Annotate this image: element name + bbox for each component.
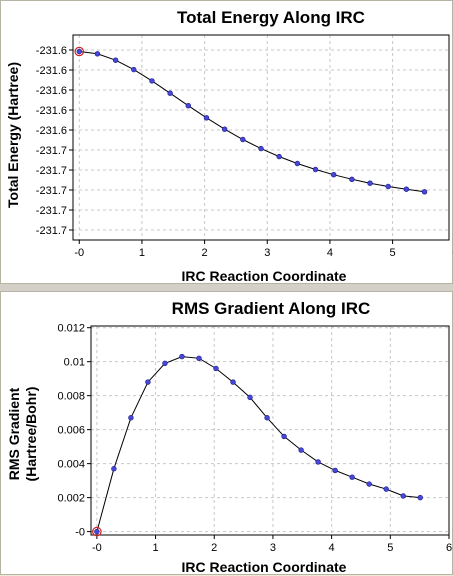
data-point [298,447,304,453]
x-tick-label: 2 [211,542,217,554]
data-point [213,365,219,372]
data-point [385,183,391,190]
data-point [417,494,423,501]
data-point [366,481,372,487]
energy-chart-panel: Total Energy Along IRC IRC Reaction Coor… [0,0,453,284]
y-tick-label: -231.6 [36,125,67,137]
y-tick-label: 0.012 [57,323,85,335]
data-point [315,459,321,465]
x-tick-label: 2 [202,247,208,259]
data-point [196,355,202,361]
energy-chart: Total Energy Along IRC IRC Reaction Coor… [5,8,453,284]
y-tick-label: -231.6 [36,105,67,117]
y-axis-label-line-2: (Hartree/Bohr) [23,387,39,482]
x-tick-label: 1 [139,247,145,259]
data-point [162,360,168,367]
data-point [131,66,137,73]
plot-area [90,325,450,536]
data-point [240,136,246,143]
x-tick-label: 3 [270,542,276,554]
y-tick-label: -231.6 [36,65,67,77]
panel-divider [0,284,453,291]
highlighted-point-marker [92,526,102,537]
y-tick-label: -231.7 [36,165,67,177]
data-point [149,78,155,84]
data-point [332,467,338,474]
chart-title: RMS Gradient Along IRC [172,299,371,318]
y-tick-label: 0.008 [57,391,85,403]
data-point [367,180,373,186]
data-point [383,486,389,492]
data-point [76,48,82,55]
x-tick-label: 5 [390,247,396,259]
data-point [349,176,355,183]
x-tick-label: 3 [264,247,270,259]
y-tick-label: -231.7 [36,145,67,157]
y-tick-label: -231.7 [36,185,67,197]
highlighted-point-marker [74,46,85,57]
data-point [247,394,253,401]
data-point [312,166,319,173]
x-tick-label: 4 [329,542,335,554]
chart-title: Total Energy Along IRC [177,8,365,27]
data-point [258,145,264,152]
x-tick-label: -0 [74,247,84,259]
y-tick-label: -231.6 [36,45,67,57]
data-point [185,102,192,109]
data-point [112,57,119,63]
gradient-chart-panel: RMS Gradient Along IRC IRC Reaction Coor… [0,291,453,575]
y-tick-label: 0.004 [57,459,85,471]
data-point [330,172,337,178]
y-tick-label: -231.7 [36,225,67,237]
data-point [203,115,210,121]
x-tick-label: 1 [152,542,158,554]
data-point [276,153,282,160]
data-point [94,528,100,535]
data-point [294,160,301,167]
data-point [400,493,406,499]
data-point [264,415,270,421]
data-point [94,51,101,57]
y-tick-label: 0.002 [57,493,85,505]
plot-border [90,325,450,536]
data-point [111,466,117,472]
data-point [221,126,228,132]
data-point [281,433,287,440]
data-point [403,186,410,192]
plot-border [72,34,450,241]
y-tick-label: -231.7 [36,205,67,217]
y-tick-label: 0.006 [57,425,85,437]
data-point [349,474,355,480]
series-line [96,356,421,532]
y-axis-label: Total Energy (Hartree) [5,62,21,208]
data-point [167,90,173,96]
data-point [230,379,236,385]
x-axis-label: IRC Reaction Coordinate [182,559,347,575]
y-tick-label: -231.6 [36,85,67,97]
x-axis-label: IRC Reaction Coordinate [182,268,347,284]
gradient-chart: RMS Gradient Along IRC IRC Reaction Coor… [6,299,452,575]
x-tick-label: 4 [327,247,333,259]
data-point [128,415,134,421]
series-line [79,51,425,193]
y-axis-label-line-1: RMS Gradient [6,387,22,480]
y-tick-label: 0.01 [64,357,85,369]
y-tick-label: -0 [75,527,85,539]
data-point [179,353,185,360]
data-point [421,189,428,195]
x-tick-label: 5 [387,542,393,554]
data-point [145,379,151,385]
x-tick-label: -0 [92,542,102,554]
x-tick-label: 6 [446,542,452,554]
